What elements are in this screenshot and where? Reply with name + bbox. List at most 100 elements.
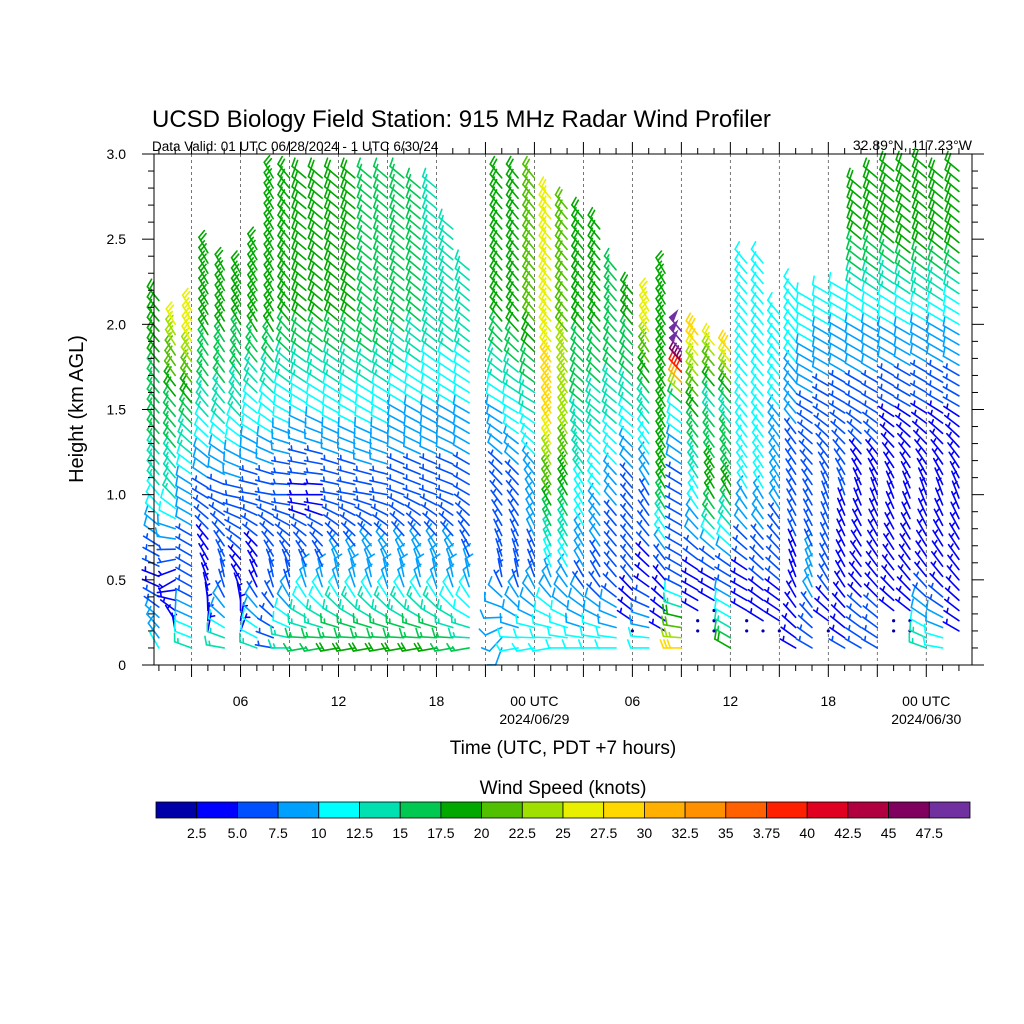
wind-barb <box>288 417 307 435</box>
wind-barb <box>207 445 226 465</box>
barb-halfflag <box>157 557 162 563</box>
barb-shaft <box>684 525 699 540</box>
barb-shaft <box>321 403 340 414</box>
barb-flag <box>666 392 672 403</box>
barb-shaft <box>338 392 356 404</box>
barb-halfflag <box>622 472 626 478</box>
barb-halfflag <box>359 255 363 262</box>
wind-barb <box>175 533 193 547</box>
barb-shaft <box>397 568 405 588</box>
barb-halfflag <box>573 448 578 454</box>
wind-barb <box>421 269 438 292</box>
barb-halfflag <box>260 512 264 518</box>
wind-barb <box>175 574 193 588</box>
barb-flag <box>293 251 299 262</box>
wind-barb <box>438 239 454 261</box>
wind-barb <box>230 280 242 305</box>
barb-halfflag <box>588 581 593 588</box>
wind-barb <box>420 363 438 384</box>
barb-flag <box>501 384 506 395</box>
wind-barb <box>353 427 372 445</box>
barb-halfflag <box>640 478 645 483</box>
barb-flag <box>247 236 255 245</box>
barb-halfflag <box>198 369 203 375</box>
barb-halfflag <box>408 296 412 303</box>
barb-shaft <box>146 613 160 629</box>
barb-halfflag <box>243 512 247 519</box>
barb-shaft <box>175 515 193 527</box>
wind-barb <box>566 599 585 619</box>
barb-shaft <box>175 484 193 496</box>
barb-halfflag <box>512 569 518 574</box>
barb-halfflag <box>375 245 379 252</box>
wind-barb <box>337 427 356 445</box>
barb-halfflag <box>165 441 169 447</box>
wind-barb <box>209 412 226 435</box>
wind-barb <box>197 311 209 336</box>
wind-barb <box>227 544 242 561</box>
barb-shaft <box>404 371 421 384</box>
barb-flag <box>491 158 498 168</box>
wind-barb <box>401 612 421 629</box>
barb-halfflag <box>544 429 549 435</box>
barb-halfflag <box>375 286 379 292</box>
wind-barb <box>145 483 160 506</box>
wind-barb <box>323 218 340 240</box>
barb-halfflag <box>440 225 444 231</box>
wind-barb <box>372 228 389 251</box>
barb-halfflag <box>278 336 282 343</box>
wind-barb <box>290 342 307 363</box>
wind-barb <box>405 310 421 332</box>
barb-flag <box>495 642 502 652</box>
wind-barb <box>196 532 209 550</box>
wind-barb <box>434 612 454 629</box>
barb-halfflag <box>440 317 444 323</box>
barb-shaft <box>288 414 307 424</box>
barb-halfflag <box>227 516 230 523</box>
barb-flag <box>292 585 298 596</box>
wind-barb <box>372 300 389 322</box>
wind-barb <box>319 612 340 629</box>
barb-flag <box>279 573 287 583</box>
wind-barb <box>479 609 503 619</box>
wind-barb <box>458 574 470 598</box>
barb-shaft <box>241 411 258 424</box>
barb-flag <box>425 574 433 583</box>
barb-halfflag <box>638 530 642 536</box>
wind-barb <box>255 627 274 639</box>
wind-barb <box>456 509 470 527</box>
barb-flag <box>385 612 388 624</box>
wind-barb <box>356 198 372 220</box>
barb-halfflag <box>325 358 329 365</box>
barb-flag <box>342 292 348 303</box>
barb-shaft <box>369 457 389 465</box>
barb-flag <box>232 253 240 262</box>
barb-shaft <box>504 593 519 608</box>
wind-barb <box>323 310 340 332</box>
wind-barb <box>421 310 438 332</box>
barb-flag <box>279 158 286 168</box>
wind-barb <box>372 249 389 271</box>
barb-shaft <box>295 580 307 598</box>
wind-barb <box>323 290 340 312</box>
barb-halfflag <box>507 459 511 465</box>
barb-shaft <box>304 437 323 445</box>
barb-flag <box>323 198 329 208</box>
wind-barb <box>340 280 356 302</box>
barb-flag <box>338 394 342 405</box>
barb-flag <box>421 259 427 270</box>
barb-halfflag <box>505 379 508 386</box>
barb-shaft <box>369 436 389 445</box>
wind-barb <box>372 167 389 189</box>
barb-flag <box>263 154 271 164</box>
wind-barb <box>510 528 519 547</box>
barb-flag <box>453 342 458 353</box>
barb-flag <box>246 308 254 317</box>
wind-barb <box>402 484 421 496</box>
wind-barb <box>627 626 650 639</box>
barb-flag <box>175 507 179 518</box>
wind-barb <box>421 208 438 230</box>
barb-halfflag <box>293 358 296 365</box>
barb-flag <box>183 311 191 320</box>
wind-barb <box>439 585 454 608</box>
